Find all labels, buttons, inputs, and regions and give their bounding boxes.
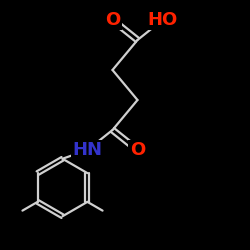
Text: HN: HN — [72, 141, 102, 159]
Text: HO: HO — [148, 11, 178, 29]
Text: O: O — [105, 11, 120, 29]
Text: O: O — [130, 141, 145, 159]
